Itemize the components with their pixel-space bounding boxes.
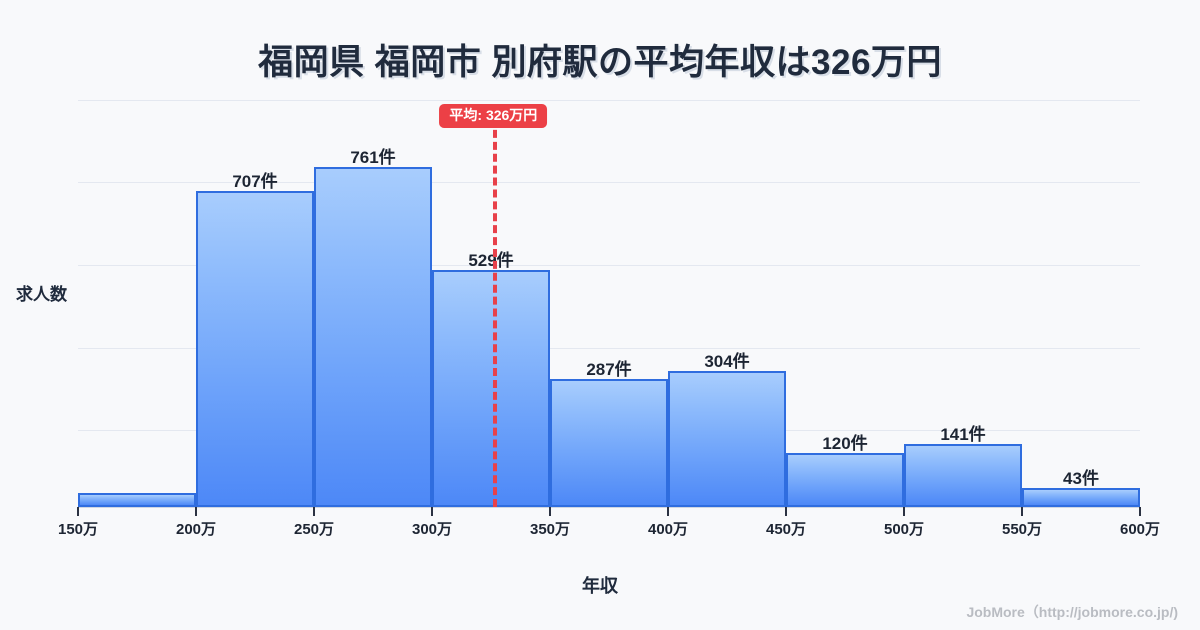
x-axis-tick-label: 300万 [411, 521, 453, 538]
x-axis-tick-label: 150万 [57, 521, 99, 538]
x-axis-baseline [78, 507, 1140, 508]
x-axis-tick [1139, 507, 1141, 516]
bar-value-label: 529件 [468, 251, 514, 271]
bar [432, 270, 550, 507]
bar [78, 493, 196, 507]
x-axis-tick [785, 507, 787, 516]
bar [786, 453, 904, 507]
x-axis-tick [313, 507, 315, 516]
x-axis-tick [77, 507, 79, 516]
bar [904, 443, 1022, 507]
x-axis-tick [903, 507, 905, 516]
bar-value-label: 287件 [586, 359, 632, 379]
x-axis-tick-label: 450万 [765, 521, 807, 538]
bar-value-label: 707件 [232, 171, 278, 191]
x-axis-tick [1021, 507, 1023, 516]
x-axis-tick [195, 507, 197, 516]
bar-value-label: 120件 [822, 434, 868, 454]
footer-credit: JobMore（http://jobmore.co.jp/) [966, 604, 1178, 620]
x-axis-tick [549, 507, 551, 516]
bar-value-label: 43件 [1063, 468, 1099, 488]
gridline [78, 182, 1140, 183]
average-badge: 平均: 326万円 [439, 104, 548, 129]
bar [314, 166, 432, 507]
x-axis-tick [431, 507, 433, 516]
x-axis-tick-label: 200万 [175, 521, 217, 538]
bar [196, 190, 314, 507]
bar [550, 378, 668, 507]
bar-value-label: 761件 [350, 147, 396, 167]
x-axis-tick-label: 550万 [1001, 521, 1043, 538]
y-axis-title: 求人数 [16, 285, 67, 304]
x-axis-tick-label: 500万 [883, 521, 925, 538]
page-title: 福岡県 福岡市 別府駅の平均年収は326万円 [258, 43, 942, 82]
x-axis-tick-label: 600万 [1119, 521, 1161, 538]
gridline [78, 265, 1140, 266]
gridline [78, 348, 1140, 349]
x-axis-tick-label: 350万 [529, 521, 571, 538]
bar [1022, 487, 1140, 507]
average-line [493, 118, 498, 507]
bar-value-label: 304件 [704, 352, 750, 372]
x-axis-tick-label: 400万 [647, 521, 689, 538]
x-axis-title: 年収 [582, 576, 618, 596]
x-axis-tick-label: 250万 [293, 521, 335, 538]
bar-value-label: 141件 [940, 424, 986, 444]
x-axis-tick [667, 507, 669, 516]
gridline [78, 100, 1140, 101]
bar [668, 371, 786, 507]
